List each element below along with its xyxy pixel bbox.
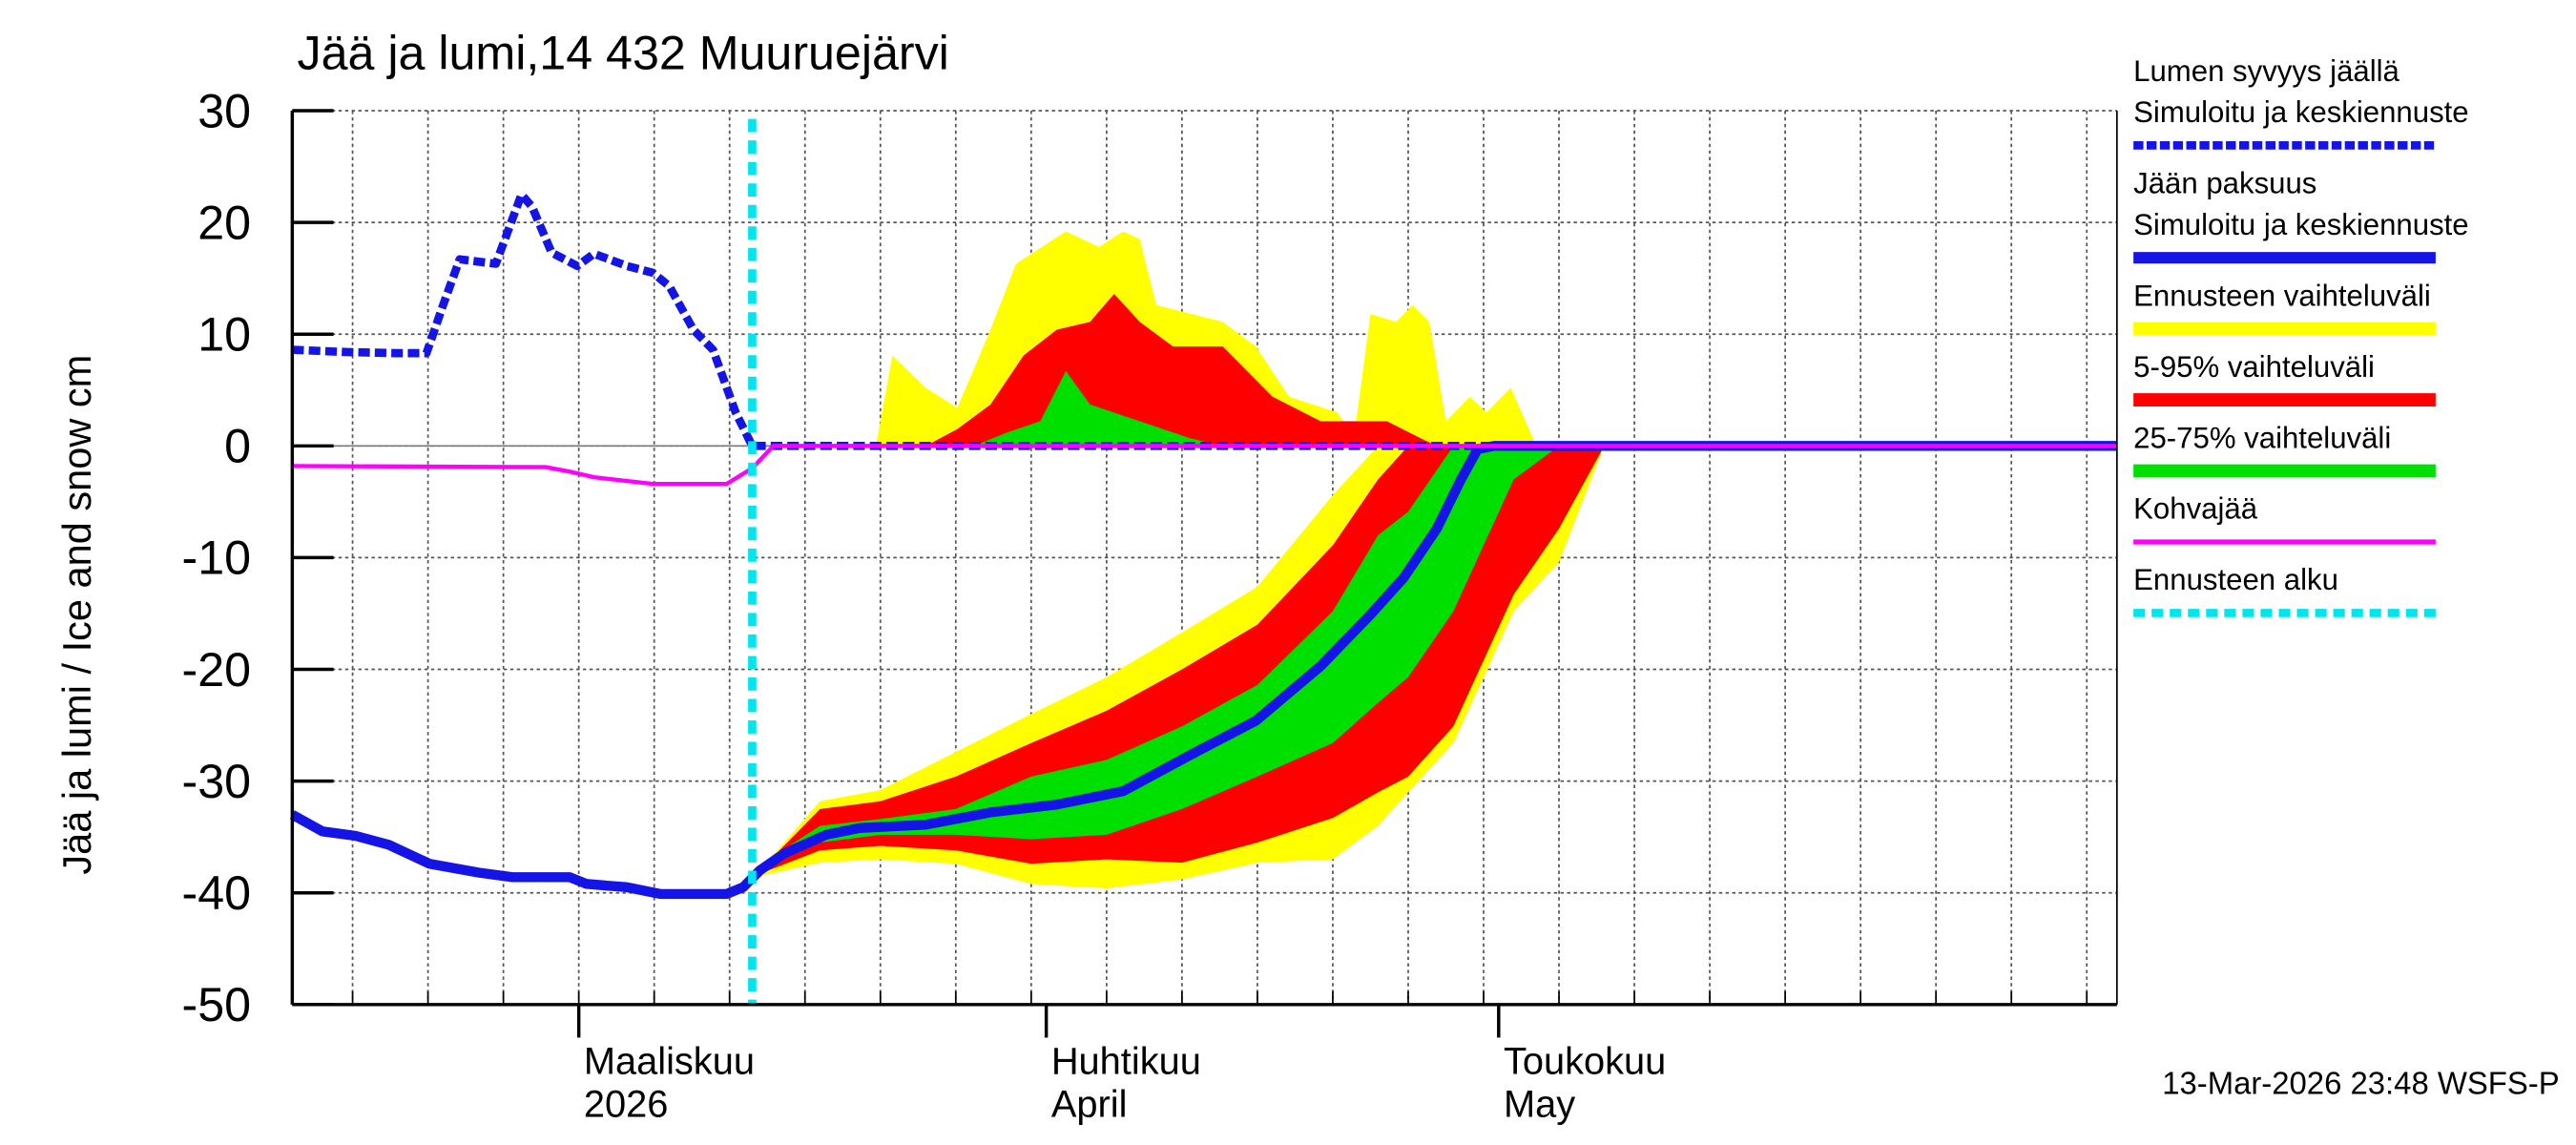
y-tick-label: 10 xyxy=(197,308,251,362)
series-line xyxy=(292,190,2117,450)
band-area xyxy=(973,370,1223,447)
x-tick-label: Huhtikuu xyxy=(1051,1041,1201,1083)
legend-label: Ennusteen vaihteluväli xyxy=(2133,279,2431,312)
x-tick-label: Toukokuu xyxy=(1504,1041,1666,1083)
x-tick-label: Maaliskuu xyxy=(584,1041,755,1083)
y-tick-label: 30 xyxy=(197,84,251,137)
chart-title: Jää ja lumi,14 432 Muuruejärvi xyxy=(298,27,949,80)
y-tick-label: 20 xyxy=(197,196,251,249)
series-line xyxy=(289,441,2117,900)
series-line xyxy=(292,444,2117,487)
y-tick-label: -30 xyxy=(182,755,252,808)
legend-label: Lumen syvyys jäällä xyxy=(2133,54,2399,88)
x-tick-label: 2026 xyxy=(584,1084,669,1126)
y-tick-label: -40 xyxy=(182,866,252,920)
y-tick-label: -20 xyxy=(182,643,252,697)
legend-label: Simuloitu ja keskiennuste xyxy=(2133,95,2468,129)
legend-label: Kohvajää xyxy=(2133,492,2258,526)
footer: 13-Mar-2026 23:48 WSFS-P xyxy=(2162,1065,2559,1100)
legend-label: Jään paksuus xyxy=(2133,167,2316,200)
x-tick-label: May xyxy=(1504,1084,1575,1126)
legend-label: 5-95% vaihteluväli xyxy=(2133,350,2375,384)
legend-label: 25-75% vaihteluväli xyxy=(2133,421,2391,454)
y-axis-label: Jää ja lumi / Ice and snow cm xyxy=(54,355,99,875)
legend-label: Ennusteen alku xyxy=(2133,563,2338,596)
legend-label: Simuloitu ja keskiennuste xyxy=(2133,208,2468,241)
y-tick-label: 0 xyxy=(224,420,251,473)
x-tick-label: April xyxy=(1051,1084,1128,1126)
y-tick-label: -50 xyxy=(182,978,252,1031)
y-tick-label: -10 xyxy=(182,531,252,585)
